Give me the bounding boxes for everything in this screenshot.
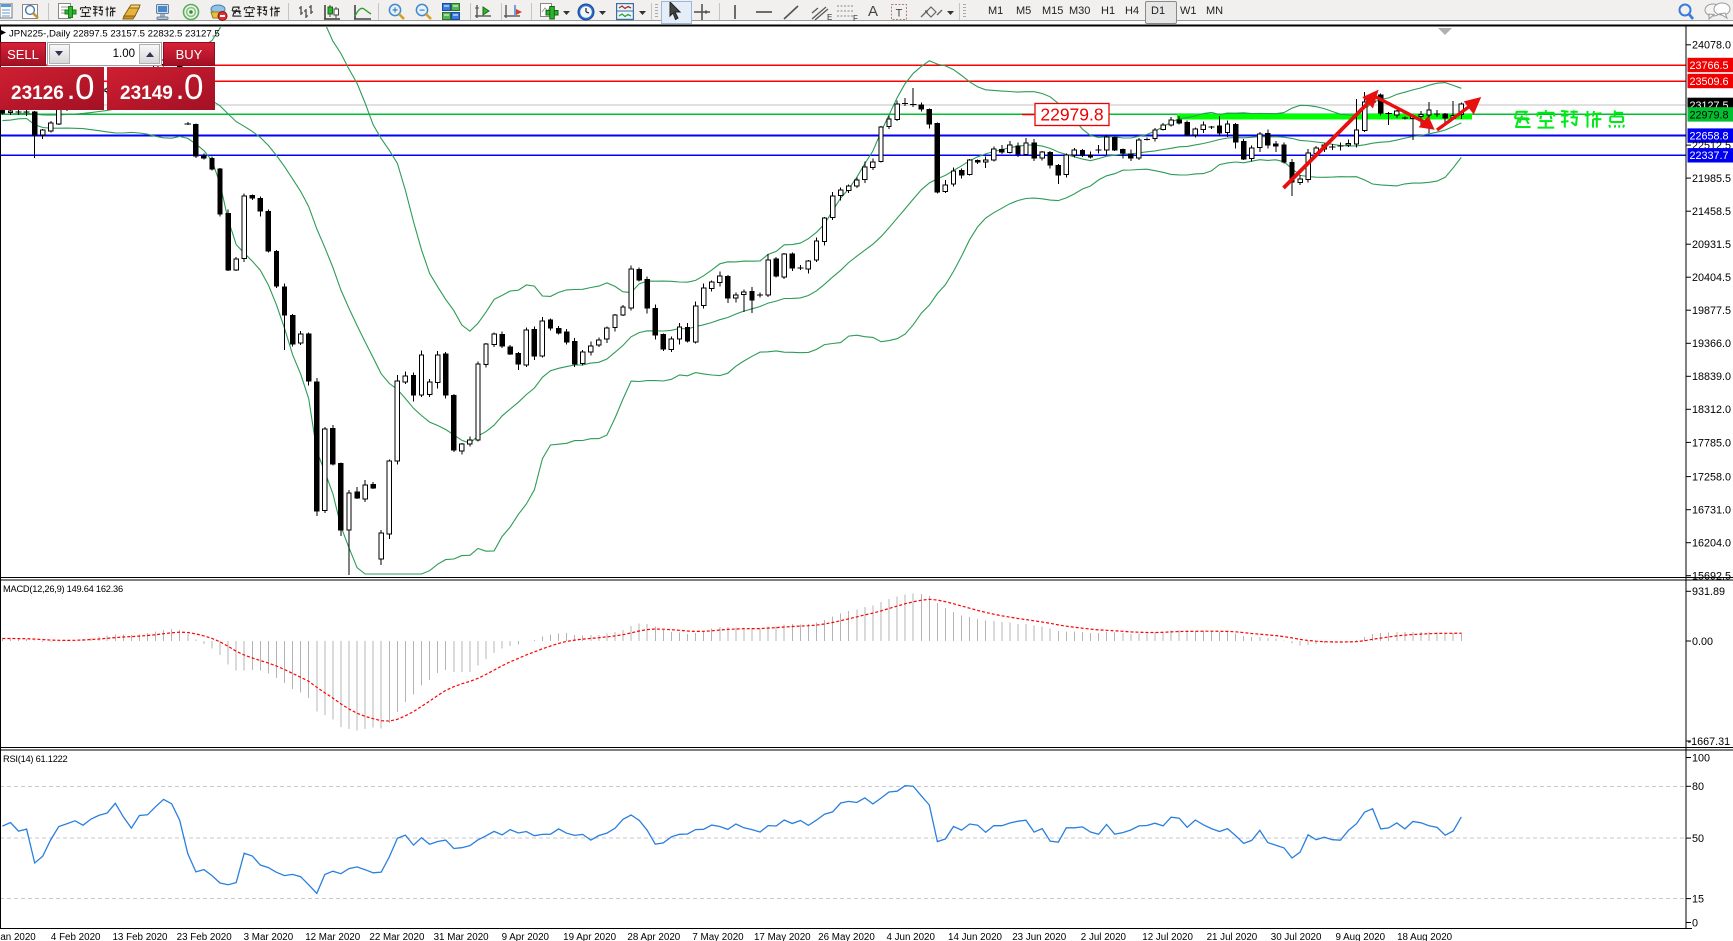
svg-text:22979.8: 22979.8: [1040, 105, 1103, 125]
svg-text:80: 80: [1692, 781, 1704, 793]
svg-text:4 Jun 2020: 4 Jun 2020: [886, 932, 935, 941]
svg-text:18 Aug 2020: 18 Aug 2020: [1397, 932, 1453, 941]
svg-text:13 Feb 2020: 13 Feb 2020: [112, 932, 168, 941]
svg-text:RSI(14) 61.1222: RSI(14) 61.1222: [3, 754, 68, 764]
svg-text:JPN225-,Daily 22897.5 23157.5: JPN225-,Daily 22897.5 23157.5 22832.5 23…: [9, 29, 220, 40]
svg-text:100: 100: [1692, 752, 1710, 764]
svg-text:20931.5: 20931.5: [1692, 239, 1731, 251]
svg-text:4 Feb 2020: 4 Feb 2020: [51, 932, 101, 941]
svg-text:28 Apr 2020: 28 Apr 2020: [627, 932, 680, 941]
svg-text:F: F: [853, 14, 858, 22]
svg-text:12 Jul 2020: 12 Jul 2020: [1142, 932, 1193, 941]
svg-text:22 Mar 2020: 22 Mar 2020: [369, 932, 425, 941]
svg-text:24078.0: 24078.0: [1692, 40, 1731, 52]
svg-text:23 Jun 2020: 23 Jun 2020: [1012, 932, 1066, 941]
svg-text:23509.6: 23509.6: [1690, 76, 1729, 88]
svg-text:12 Mar 2020: 12 Mar 2020: [305, 932, 361, 941]
svg-text:2 Jul 2020: 2 Jul 2020: [1081, 932, 1127, 941]
svg-text:21985.5: 21985.5: [1692, 173, 1731, 185]
svg-text:26 May 2020: 26 May 2020: [818, 932, 875, 941]
svg-text:-1667.31: -1667.31: [1688, 736, 1731, 748]
svg-text:9 Aug 2020: 9 Aug 2020: [1336, 932, 1386, 941]
svg-text:17785.0: 17785.0: [1692, 437, 1731, 449]
svg-text:18312.0: 18312.0: [1692, 404, 1731, 416]
svg-text:20404.5: 20404.5: [1692, 272, 1731, 284]
svg-text:6 Jan 2020: 6 Jan 2020: [0, 932, 36, 941]
svg-text:17 May 2020: 17 May 2020: [754, 932, 811, 941]
svg-text:22658.8: 22658.8: [1690, 131, 1729, 143]
svg-text:MACD(12,26,9) 149.64 162.36: MACD(12,26,9) 149.64 162.36: [3, 584, 123, 594]
svg-text:19 Apr 2020: 19 Apr 2020: [563, 932, 616, 941]
svg-text:14 Jun 2020: 14 Jun 2020: [948, 932, 1002, 941]
svg-text:50: 50: [1692, 833, 1704, 845]
svg-text:E: E: [827, 13, 832, 22]
svg-text:3 Mar 2020: 3 Mar 2020: [244, 932, 294, 941]
svg-text:T: T: [896, 8, 903, 20]
svg-text:−: −: [419, 6, 425, 17]
svg-text:15692.5: 15692.5: [1692, 571, 1731, 583]
svg-text:22979.8: 22979.8: [1690, 109, 1729, 121]
svg-text:15: 15: [1692, 894, 1704, 906]
svg-text:0.00: 0.00: [1692, 636, 1713, 648]
svg-text:9 Apr 2020: 9 Apr 2020: [502, 932, 550, 941]
svg-text:23766.5: 23766.5: [1690, 60, 1729, 72]
svg-text:31 Mar 2020: 31 Mar 2020: [434, 932, 490, 941]
svg-text:18839.0: 18839.0: [1692, 371, 1731, 383]
svg-text:19366.0: 19366.0: [1692, 338, 1731, 350]
svg-text:+: +: [392, 6, 398, 17]
svg-text:22337.7: 22337.7: [1690, 150, 1729, 162]
svg-text:17258.0: 17258.0: [1692, 472, 1731, 484]
svg-text:30 Jul 2020: 30 Jul 2020: [1271, 932, 1322, 941]
svg-text:19877.5: 19877.5: [1692, 305, 1731, 317]
svg-text:16204.0: 16204.0: [1692, 538, 1731, 550]
svg-text:16731.0: 16731.0: [1692, 505, 1731, 517]
svg-text:21458.5: 21458.5: [1692, 206, 1731, 218]
svg-text:23 Feb 2020: 23 Feb 2020: [177, 932, 233, 941]
svg-text:0: 0: [1692, 917, 1698, 929]
svg-text:21 Jul 2020: 21 Jul 2020: [1207, 932, 1258, 941]
svg-text:7 May 2020: 7 May 2020: [692, 932, 744, 941]
svg-text:931.89: 931.89: [1692, 586, 1725, 598]
